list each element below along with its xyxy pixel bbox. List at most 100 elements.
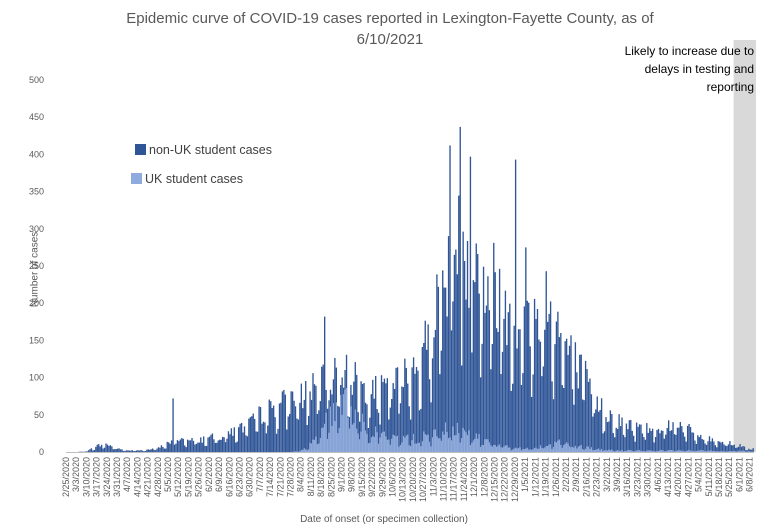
bar-non-uk xyxy=(424,320,426,452)
x-tick-label: 5/5/2020 xyxy=(163,457,173,492)
bar-non-uk xyxy=(563,387,565,452)
bar-uk xyxy=(650,450,652,452)
bar-non-uk xyxy=(268,399,270,452)
bar-uk xyxy=(612,450,614,452)
bar-non-uk xyxy=(443,287,445,452)
bar-uk xyxy=(657,450,660,452)
bar-uk xyxy=(582,448,584,452)
bar-uk xyxy=(583,449,585,452)
bar-uk xyxy=(450,440,453,452)
bar-non-uk xyxy=(752,448,754,452)
bar-uk xyxy=(428,441,431,452)
bar-non-uk xyxy=(545,271,547,452)
bar-non-uk xyxy=(224,442,227,452)
bar-non-uk xyxy=(181,437,183,452)
bar-non-uk xyxy=(106,444,109,452)
bar-uk xyxy=(622,451,625,452)
bar-non-uk xyxy=(612,433,614,452)
bar-uk xyxy=(517,448,520,452)
bar-non-uk xyxy=(230,428,233,452)
bar-non-uk xyxy=(549,301,552,452)
bar-non-uk xyxy=(516,348,518,452)
bar-non-uk xyxy=(605,417,607,452)
bar-non-uk xyxy=(694,440,696,452)
x-tick-label: 6/1/2021 xyxy=(734,457,744,492)
bar-non-uk xyxy=(208,436,211,452)
bar-non-uk xyxy=(191,438,193,452)
bar-non-uk xyxy=(414,373,416,452)
x-tick-label: 2/23/2021 xyxy=(592,457,602,497)
bar-non-uk xyxy=(427,324,429,452)
bar-uk xyxy=(367,443,370,452)
bar-uk xyxy=(720,451,722,452)
bar-non-uk xyxy=(691,432,693,452)
bar-non-uk xyxy=(170,440,173,452)
bar-non-uk xyxy=(529,346,531,452)
bar-uk xyxy=(541,447,543,452)
bar-non-uk xyxy=(128,450,131,452)
bar-non-uk xyxy=(211,433,214,452)
bar-non-uk xyxy=(125,450,128,452)
bar-uk xyxy=(533,448,536,452)
x-tick-label: 6/8/2021 xyxy=(745,457,755,492)
bar-non-uk xyxy=(471,352,473,452)
bar-non-uk xyxy=(267,425,269,452)
bar-uk xyxy=(719,451,721,452)
bar-uk xyxy=(535,447,537,452)
bar-non-uk xyxy=(105,443,107,452)
x-tick-label: 9/22/2020 xyxy=(367,457,377,497)
bar-non-uk xyxy=(133,451,135,452)
bar-uk xyxy=(421,441,424,452)
bar-uk xyxy=(580,444,582,452)
bar-non-uk xyxy=(152,448,154,452)
bar-uk xyxy=(382,431,384,452)
bar-non-uk xyxy=(748,448,750,452)
legend-label-uk: UK student cases xyxy=(145,172,243,186)
bar-non-uk xyxy=(678,427,680,452)
bar-uk xyxy=(570,447,572,452)
bar-non-uk xyxy=(477,254,479,452)
bar-uk xyxy=(618,450,620,452)
bar-non-uk xyxy=(305,381,307,452)
bar-non-uk xyxy=(322,364,324,452)
bar-non-uk xyxy=(447,236,450,452)
bar-uk xyxy=(668,450,670,452)
bar-non-uk xyxy=(316,413,319,452)
bar-non-uk xyxy=(392,383,394,452)
bar-uk xyxy=(523,449,526,452)
bar-non-uk xyxy=(472,280,475,452)
bar-uk xyxy=(560,444,562,452)
bar-non-uk xyxy=(583,400,585,452)
x-tick-label: 7/7/2020 xyxy=(255,457,265,492)
bar-non-uk xyxy=(548,313,550,452)
x-tick-label: 6/9/2020 xyxy=(214,457,224,492)
bar-non-uk xyxy=(510,390,512,452)
bar-non-uk xyxy=(393,388,396,452)
bar-uk xyxy=(396,435,399,452)
bar-uk xyxy=(579,445,581,452)
bar-uk xyxy=(478,434,480,452)
bar-uk xyxy=(402,435,405,452)
bar-uk xyxy=(364,430,367,452)
bar-uk xyxy=(526,447,528,452)
bar-uk xyxy=(616,450,619,452)
bar-non-uk xyxy=(227,431,230,452)
bar-uk xyxy=(689,450,692,452)
bar-non-uk xyxy=(555,321,558,452)
bar-non-uk xyxy=(478,293,480,452)
bar-non-uk xyxy=(649,428,651,452)
bar-uk xyxy=(383,431,386,452)
bar-non-uk xyxy=(442,270,444,452)
bar-uk xyxy=(507,447,510,452)
bar-non-uk xyxy=(739,444,741,452)
bar-uk xyxy=(386,439,389,452)
x-tick-label: 4/20/2021 xyxy=(673,457,683,497)
bar-uk xyxy=(475,433,477,452)
bar-uk xyxy=(676,450,679,452)
bar-non-uk xyxy=(89,449,91,452)
bar-non-uk xyxy=(216,442,218,452)
bar-non-uk xyxy=(437,286,440,452)
x-tick-label: 2/2/2021 xyxy=(561,457,571,492)
bar-non-uk xyxy=(309,391,311,452)
bar-non-uk xyxy=(673,434,676,452)
